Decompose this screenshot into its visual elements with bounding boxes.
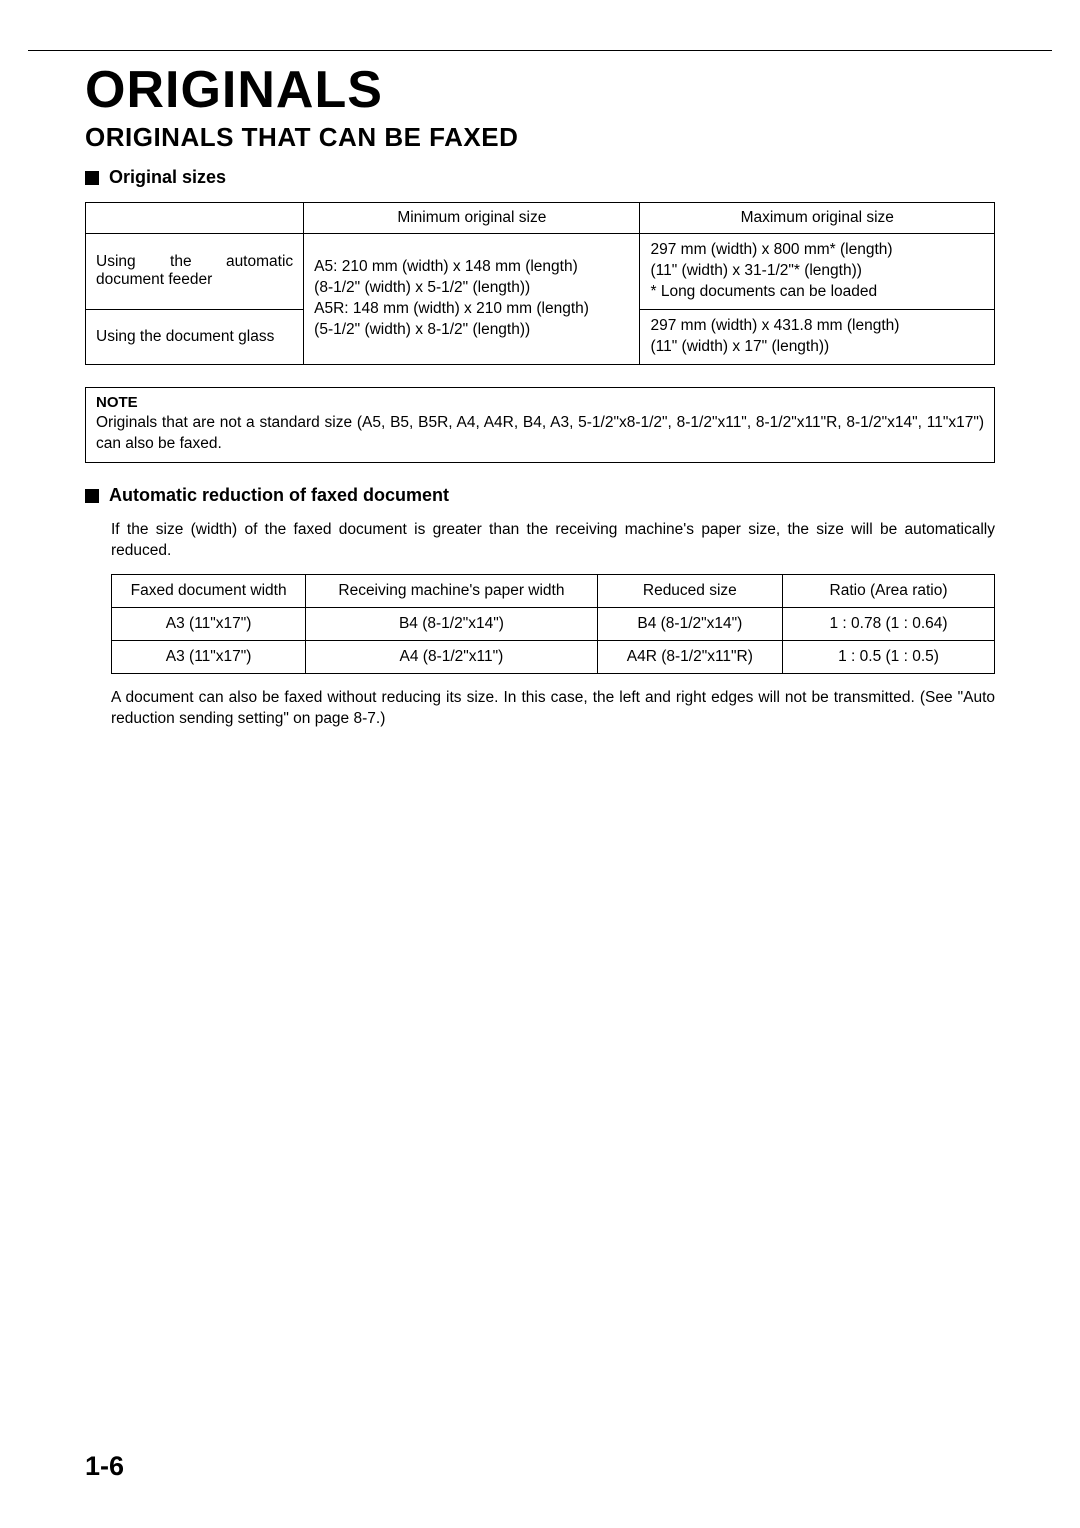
table-header: Reduced size	[597, 575, 782, 608]
table-cell-glass-label: Using the document glass	[86, 309, 304, 364]
table-cell: 1 : 0.78 (1 : 0.64)	[783, 608, 995, 641]
label-line: document feeder	[96, 271, 293, 289]
table-header: Faxed document width	[112, 575, 306, 608]
note-box: NOTE Originals that are not a standard s…	[85, 387, 995, 464]
section-auto-reduction-heading: Automatic reduction of faxed document	[85, 485, 995, 506]
note-text: Originals that are not a standard size (…	[96, 413, 984, 455]
top-rule	[28, 50, 1052, 51]
section-title: Original sizes	[109, 167, 226, 188]
table-row: A3 (11"x17") B4 (8-1/2"x14") B4 (8-1/2"x…	[112, 608, 995, 641]
table-row: A3 (11"x17") A4 (8-1/2"x11") A4R (8-1/2"…	[112, 641, 995, 674]
section-title: Automatic reduction of faxed document	[109, 485, 449, 506]
page-title-h1: ORIGINALS	[85, 60, 995, 120]
table-cell: A4 (8-1/2"x11")	[306, 641, 597, 674]
label-line: Using the automatic	[96, 253, 293, 271]
table-cell: A4R (8-1/2"x11"R)	[597, 641, 782, 674]
table-header-min: Minimum original size	[304, 203, 640, 234]
page-content: ORIGINALS ORIGINALS THAT CAN BE FAXED Or…	[0, 0, 1080, 730]
table-cell-feeder-label: Using the automatic document feeder	[86, 234, 304, 310]
table-header-max: Maximum original size	[640, 203, 995, 234]
table-header: Ratio (Area ratio)	[783, 575, 995, 608]
original-sizes-table: Minimum original size Maximum original s…	[85, 202, 995, 365]
table-cell-max-feeder: 297 mm (width) x 800 mm* (length) (11" (…	[640, 234, 995, 310]
page-title-h2: ORIGINALS THAT CAN BE FAXED	[85, 122, 995, 153]
table-cell-max-glass: 297 mm (width) x 431.8 mm (length) (11" …	[640, 309, 995, 364]
table-header-blank	[86, 203, 304, 234]
section2-outro: A document can also be faxed without red…	[111, 688, 995, 730]
table-cell-min: A5: 210 mm (width) x 148 mm (length) (8-…	[304, 234, 640, 365]
note-title: NOTE	[96, 394, 984, 411]
table-cell: A3 (11"x17")	[112, 641, 306, 674]
table-cell: A3 (11"x17")	[112, 608, 306, 641]
section-original-sizes-heading: Original sizes	[85, 167, 995, 188]
reduction-table: Faxed document width Receiving machine's…	[111, 574, 995, 674]
table-cell: B4 (8-1/2"x14")	[306, 608, 597, 641]
page-number: 1-6	[85, 1451, 124, 1482]
square-bullet-icon	[85, 171, 99, 185]
square-bullet-icon	[85, 489, 99, 503]
table-cell: 1 : 0.5 (1 : 0.5)	[783, 641, 995, 674]
table-cell: B4 (8-1/2"x14")	[597, 608, 782, 641]
section2-intro: If the size (width) of the faxed documen…	[111, 520, 995, 562]
table-header: Receiving machine's paper width	[306, 575, 597, 608]
